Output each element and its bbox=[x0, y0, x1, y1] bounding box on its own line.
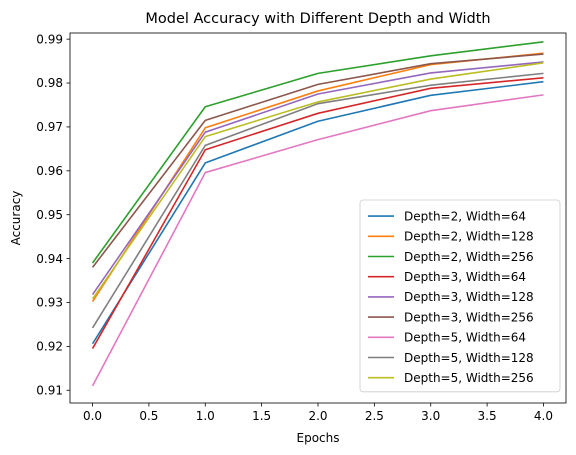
y-tick-label: 0.98 bbox=[36, 76, 63, 90]
y-tick-label: 0.97 bbox=[36, 120, 63, 134]
x-axis-label: Epochs bbox=[297, 431, 340, 445]
legend-box bbox=[359, 199, 561, 393]
y-tick-label: 0.94 bbox=[36, 252, 63, 266]
y-axis-ticks: 0.91 0.92 0.93 0.94 0.95 0.96 0.97 0.98 0.99 bbox=[36, 32, 70, 397]
x-tick-label: 1.0 bbox=[196, 409, 215, 423]
x-tick-label: 0.0 bbox=[83, 409, 102, 423]
series-line-8 bbox=[91, 62, 544, 300]
y-tick-label: 0.96 bbox=[36, 164, 63, 178]
legend-label: Depth=5, Width=256 bbox=[404, 371, 534, 385]
y-tick-label: 0.95 bbox=[36, 208, 63, 222]
y-axis-label: Accuracy bbox=[9, 191, 23, 246]
legend-label: Depth=2, Width=256 bbox=[404, 250, 534, 264]
legend-label: Depth=3, Width=128 bbox=[404, 290, 534, 304]
series-line-4 bbox=[91, 61, 544, 296]
legend-label: Depth=2, Width=128 bbox=[404, 230, 534, 244]
series-line-3 bbox=[91, 76, 544, 349]
legend-label: Depth=3, Width=256 bbox=[404, 310, 534, 324]
legend-label: Depth=5, Width=64 bbox=[404, 331, 526, 345]
x-tick-label: 4.0 bbox=[534, 409, 553, 423]
y-tick-label: 0.93 bbox=[36, 296, 63, 310]
legend: Depth=2, Width=64 Depth=2, Width=128 Depth… bbox=[359, 199, 561, 393]
series-line-5 bbox=[91, 53, 544, 268]
series-line-2 bbox=[91, 40, 544, 264]
x-tick-label: 3.5 bbox=[478, 409, 497, 423]
series-line-0 bbox=[91, 80, 544, 345]
y-tick-label: 0.92 bbox=[36, 340, 63, 354]
y-tick-label: 0.99 bbox=[36, 32, 63, 46]
legend-label: Depth=2, Width=64 bbox=[404, 209, 526, 223]
series-line-7 bbox=[91, 72, 544, 329]
x-tick-label: 1.5 bbox=[252, 409, 271, 423]
x-tick-label: 3.0 bbox=[421, 409, 440, 423]
y-tick-label: 0.91 bbox=[36, 383, 63, 397]
legend-label: Depth=3, Width=64 bbox=[404, 270, 526, 284]
x-tick-label: 0.5 bbox=[139, 409, 158, 423]
plot-area bbox=[91, 40, 544, 387]
x-axis-ticks: 0.0 0.5 1.0 1.5 2.0 2.5 3.0 3.5 4.0 bbox=[83, 403, 553, 423]
chart-title: Model Accuracy with Different Depth and … bbox=[145, 11, 490, 27]
series-line-6 bbox=[91, 94, 544, 387]
x-tick-label: 2.0 bbox=[308, 409, 327, 423]
legend-label: Depth=5, Width=128 bbox=[404, 351, 534, 365]
x-tick-label: 2.5 bbox=[365, 409, 384, 423]
